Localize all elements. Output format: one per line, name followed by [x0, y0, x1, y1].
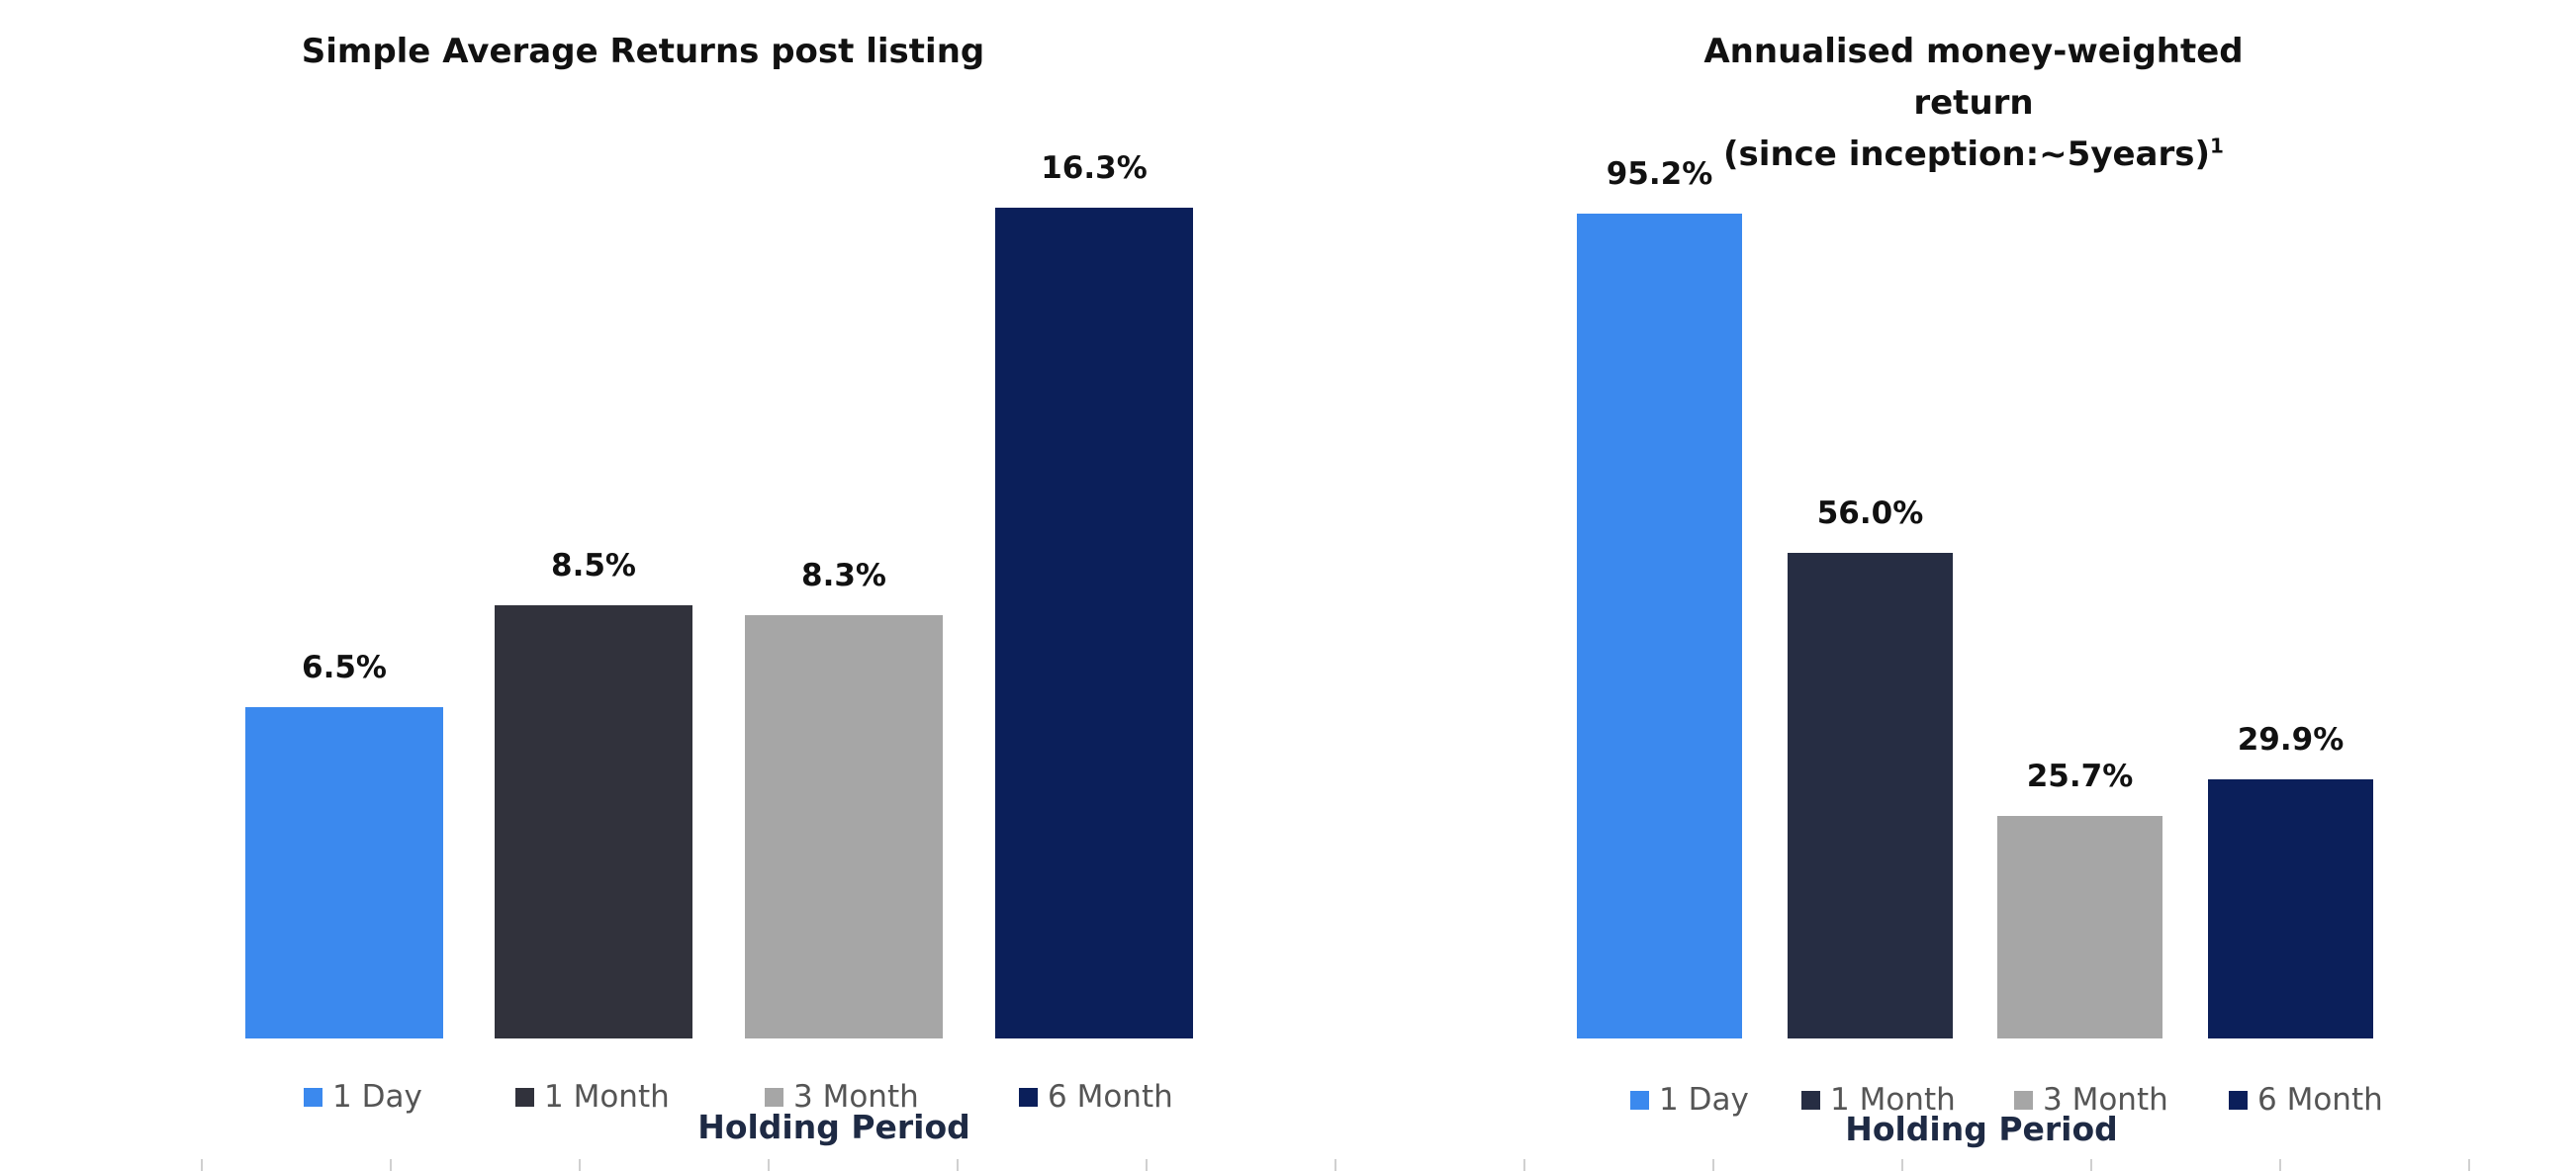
legend-item: 3 Month — [2014, 1082, 2168, 1118]
data-label: 25.7% — [2026, 758, 2134, 794]
bar-6-month — [2208, 779, 2373, 1038]
legend-item: 1 Day — [1630, 1082, 1749, 1118]
legend-swatch — [1019, 1087, 1038, 1107]
legend-item: 1 Day — [304, 1079, 422, 1115]
legend-label: 3 Month — [2043, 1082, 2168, 1118]
legend-item: 6 Month — [2229, 1082, 2383, 1118]
axis-tick — [1712, 1159, 1714, 1171]
footnote-marker: 1 — [2210, 134, 2224, 158]
bar-3-month — [745, 615, 943, 1038]
legend-item: 1 Month — [515, 1079, 670, 1115]
axis-tick — [2090, 1159, 2092, 1171]
legend-label: 3 Month — [793, 1079, 919, 1115]
data-label: 8.5% — [551, 547, 636, 584]
legend-swatch — [2229, 1090, 2248, 1110]
bar-3-month — [1997, 815, 2162, 1038]
bar-1-day — [1577, 214, 1742, 1038]
axis-tick — [1146, 1159, 1148, 1171]
axis-tick — [579, 1159, 581, 1171]
x-axis-title: Holding Period — [1845, 1110, 2118, 1148]
bar-6-month — [995, 208, 1193, 1038]
data-label: 29.9% — [2237, 722, 2345, 759]
chart-title-line1: Annualised money-weighted return — [1703, 32, 2244, 123]
legend-swatch — [1630, 1090, 1649, 1110]
chart-title: Annualised money-weighted return (since … — [1677, 26, 2270, 180]
data-label: 6.5% — [302, 650, 387, 686]
chart-title-line2: (since inception:~5years) — [1723, 135, 2211, 174]
bar-1-month — [1788, 553, 1953, 1038]
legend-swatch — [765, 1087, 783, 1107]
axis-tick — [201, 1159, 203, 1171]
legend-swatch — [304, 1087, 322, 1107]
bar-1-month — [495, 604, 692, 1038]
axis-tick — [1334, 1159, 1336, 1171]
axis-tick — [2279, 1159, 2281, 1171]
axis-tick — [768, 1159, 770, 1171]
legend-item: 1 Month — [1801, 1082, 1956, 1118]
legend-item: 3 Month — [765, 1079, 919, 1115]
legend-label: 1 Month — [544, 1079, 670, 1115]
data-label: 16.3% — [1041, 150, 1148, 186]
legend-label: 1 Day — [1659, 1082, 1749, 1118]
legend-swatch — [1801, 1090, 1820, 1110]
axis-tick — [2468, 1159, 2470, 1171]
x-axis-title: Holding Period — [697, 1108, 970, 1146]
legend-label: 6 Month — [1048, 1079, 1173, 1115]
legend-item: 6 Month — [1019, 1079, 1173, 1115]
bar-1-day — [245, 707, 443, 1038]
legend-label: 6 Month — [2257, 1082, 2383, 1118]
data-label: 56.0% — [1816, 495, 1924, 532]
legend-swatch — [2014, 1090, 2033, 1110]
data-label: 8.3% — [801, 558, 886, 594]
legend-swatch — [515, 1087, 534, 1107]
data-label: 95.2% — [1606, 156, 1713, 192]
chart-title: Simple Average Returns post listing — [301, 32, 985, 71]
axis-tick — [1901, 1159, 1903, 1171]
axis-tick — [1523, 1159, 1525, 1171]
legend-label: 1 Month — [1830, 1082, 1956, 1118]
axis-tick — [390, 1159, 392, 1171]
legend-label: 1 Day — [332, 1079, 422, 1115]
chart-left: Simple Average Returns post listing Hold… — [0, 0, 1286, 1171]
axis-tick — [957, 1159, 959, 1171]
